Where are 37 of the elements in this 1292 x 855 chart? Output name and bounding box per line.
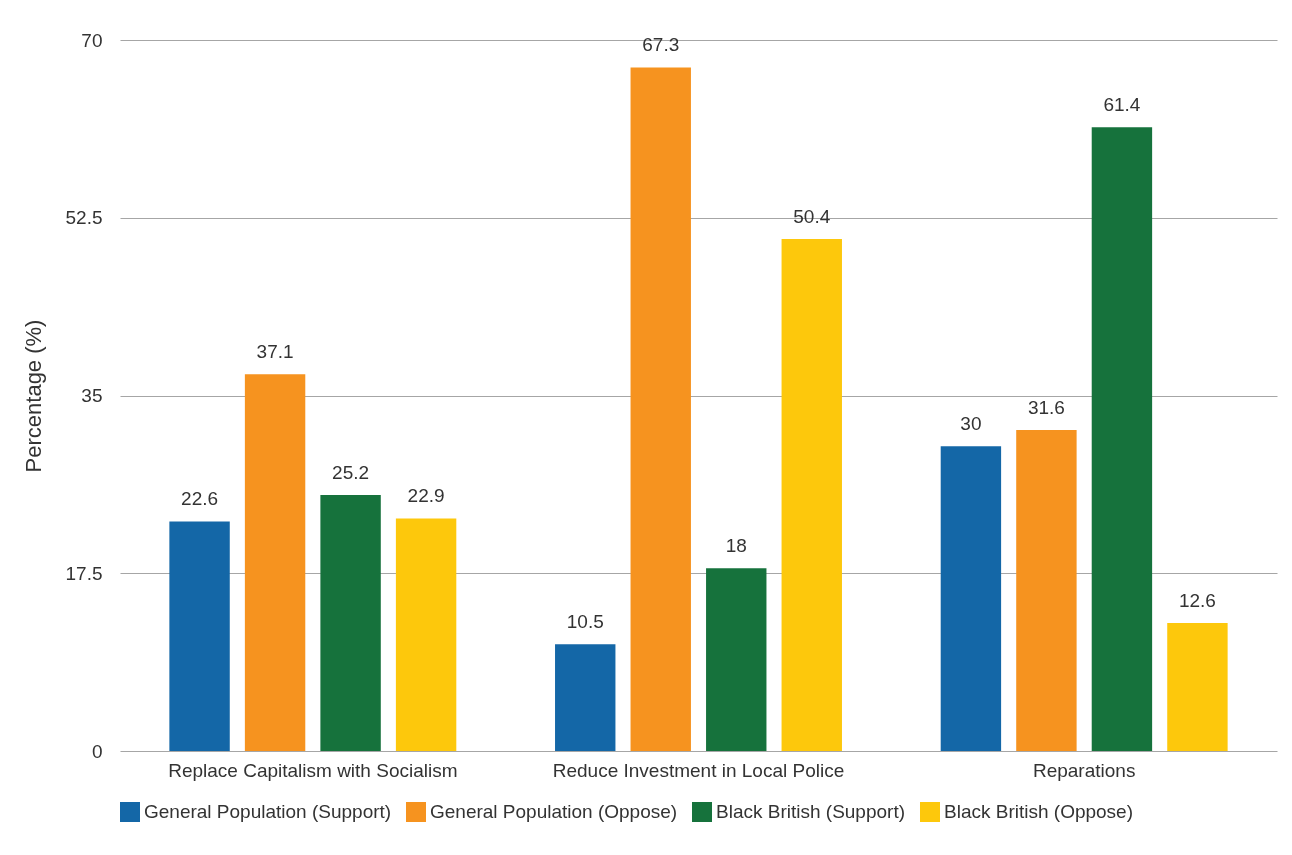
data-label: 22.6 — [181, 488, 219, 510]
data-label: 67.3 — [642, 34, 680, 56]
data-label: 61.4 — [1103, 94, 1141, 116]
y-axis-title: Percentage (%) — [20, 319, 46, 473]
bar — [555, 644, 616, 751]
y-tick-label: 17.5 — [65, 562, 103, 584]
bar — [244, 374, 306, 751]
legend-label: Black British (Support) — [716, 801, 906, 822]
bar — [320, 495, 381, 751]
x-tick-label: Reparations — [1032, 759, 1136, 781]
bar — [395, 518, 457, 751]
data-label: 12.6 — [1178, 590, 1216, 612]
y-tick-label: 0 — [91, 740, 103, 762]
bar — [706, 568, 767, 751]
data-label: 30 — [960, 413, 982, 435]
bar — [1091, 127, 1153, 751]
data-label: 18 — [725, 535, 747, 557]
legend-label: General Population (Support) — [144, 801, 392, 822]
data-label: 37.1 — [256, 341, 294, 363]
data-label: 22.9 — [407, 485, 445, 507]
data-label: 31.6 — [1027, 397, 1065, 419]
data-label: 10.5 — [566, 611, 604, 633]
bar — [1167, 623, 1228, 751]
y-tick-label: 52.5 — [65, 207, 103, 229]
bar — [630, 67, 691, 751]
y-tick-label: 35 — [81, 385, 103, 406]
legend-label: General Population (Oppose) — [430, 801, 678, 822]
bar — [781, 239, 842, 751]
x-tick-label: Reduce Investment in Local Police — [552, 759, 845, 781]
legend-label: Black British (Oppose) — [944, 801, 1134, 822]
bar — [1016, 430, 1077, 751]
bar — [169, 521, 230, 751]
data-label: 25.2 — [332, 462, 370, 484]
x-tick-label: Replace Capitalism with Socialism — [168, 759, 458, 781]
bar — [940, 446, 1002, 751]
y-tick-label: 70 — [81, 29, 103, 51]
data-label: 50.4 — [793, 206, 831, 228]
